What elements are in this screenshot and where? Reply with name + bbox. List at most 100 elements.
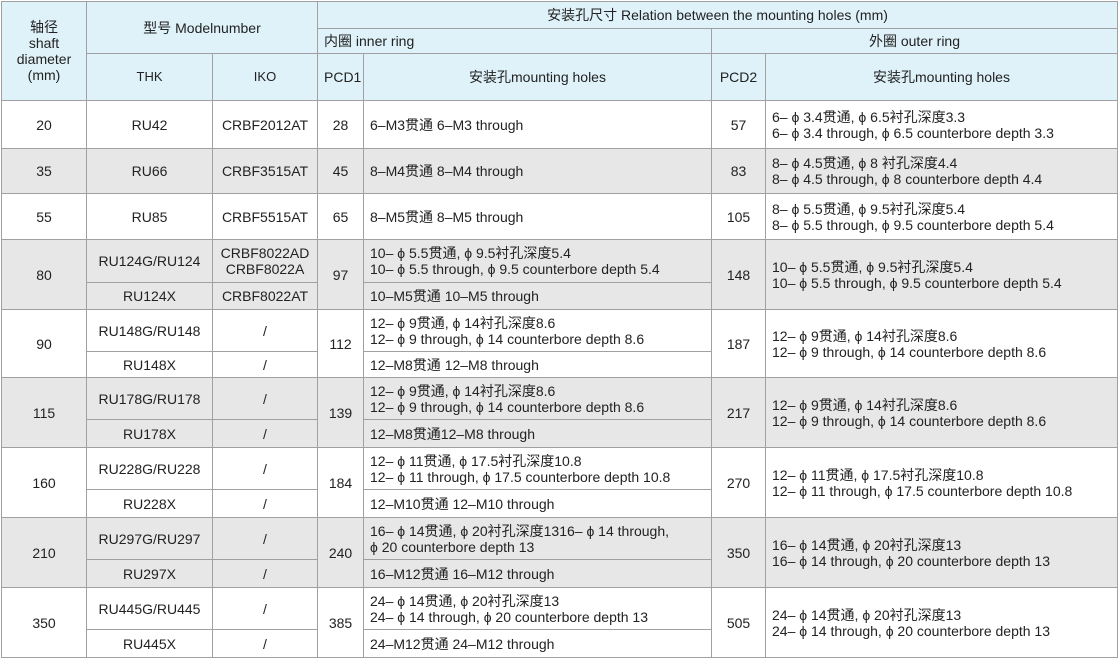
cell-line: 12– ϕ 9贯通, ϕ 14衬孔深度8.6 <box>772 327 958 344</box>
cell-line: / <box>263 530 267 547</box>
header-inner-ring: 内圈 inner ring <box>317 28 712 54</box>
cell-line: 8–M5贯通 8–M5 through <box>370 208 524 225</box>
cell-line: 12–M10贯通 12–M10 through <box>370 495 555 512</box>
iko-model-cell: / <box>212 559 318 588</box>
cell-line: 12– ϕ 9 through, ϕ 14 counterbore depth … <box>370 330 645 347</box>
pcd2-cell: 187 <box>711 309 766 378</box>
pcd1-cell: 184 <box>317 447 364 518</box>
table-row: 90 RU148G/RU148/112 12– ϕ 9贯通, ϕ 14衬孔深度8.6… <box>1 309 1118 378</box>
cell-line: 6–M3贯通 6–M3 through <box>370 116 524 133</box>
thk-model-cell: RU297X <box>86 559 213 588</box>
cell-line: / <box>263 565 267 582</box>
inner-holes-cell: 16– ϕ 14贯通, ϕ 20衬孔深度1316– ϕ 14 through, ϕ… <box>363 517 712 560</box>
cell-line: 16–M12贯通 16–M12 through <box>370 565 555 582</box>
pcd2-cell: 505 <box>711 587 766 658</box>
table-row: RU178X / 12–M8贯通12–M8 through <box>2 419 1118 448</box>
pcd2-cell: 350 <box>711 517 766 588</box>
cell-line: / <box>263 600 267 617</box>
header-thk: THK <box>86 53 213 101</box>
iko-model-cell: CRBF8022AD CRBF8022A <box>212 239 318 283</box>
thk-model-cell: RU124X <box>86 282 213 310</box>
header-text: diameter <box>16 51 72 67</box>
iko-model-cell: / <box>212 517 318 560</box>
iko-model-cell: / <box>212 419 318 448</box>
pcd1-cell: 28 <box>317 100 364 149</box>
cell-line: 8–M4贯通 8–M4 through <box>370 163 524 179</box>
cell-line: / <box>263 495 267 512</box>
table-row: 20 RU42 CRBF2012AT 28 6–M3贯通 6–M3 through 57 6… <box>1 100 1118 149</box>
iko-model-cell: CRBF3515AT <box>212 148 318 194</box>
inner-holes-cell: 12– ϕ 11贯通, ϕ 17.5衬孔深度10.8 12– ϕ 11 throu… <box>363 447 712 490</box>
table-row: RU124X CRBF8022AT 10–M5贯通 10–M5 through <box>2 282 1118 310</box>
cell-line: 24– ϕ 14贯通, ϕ 20衬孔深度13 <box>370 592 560 609</box>
cell-line: 12– ϕ 11贯通, ϕ 17.5衬孔深度10.8 <box>772 466 984 483</box>
pcd1-cell: 385 <box>317 587 364 658</box>
cell-line: 8– ϕ 5.5 through, ϕ 9.5 counterbore dept… <box>772 216 1054 233</box>
table-row: RU228X / 12–M10贯通 12–M10 through <box>2 489 1118 518</box>
cell-line: 12– ϕ 9贯通, ϕ 14衬孔深度8.6 <box>772 396 958 413</box>
outer-holes-cell: 12– ϕ 11贯通, ϕ 17.5衬孔深度10.8 12– ϕ 11 throu… <box>765 447 1118 518</box>
thk-model-cell: RU228G/RU228 <box>86 447 213 490</box>
cell-line: / <box>263 425 267 442</box>
pcd2-cell: 217 <box>711 377 766 448</box>
header-text: 轴径 <box>30 19 58 35</box>
outer-holes-cell: 10– ϕ 5.5贯通, ϕ 9.5衬孔深度5.4 10– ϕ 5.5 throu… <box>765 239 1118 310</box>
shaft-diameter-cell: 160 <box>1 447 87 518</box>
table-row: 80 RU124G/RU124 CRBF8022AD CRBF8022A 97 10– ϕ… <box>1 239 1118 310</box>
inner-holes-cell: 10– ϕ 5.5贯通, ϕ 9.5衬孔深度5.4 10– ϕ 5.5 throu… <box>363 239 712 283</box>
header-iko: IKO <box>212 53 318 101</box>
pcd1-cell: 112 <box>317 309 364 378</box>
table-row: RU445X / 24–M12贯通 24–M12 through <box>2 629 1118 658</box>
cell-line: ϕ 20 counterbore depth 13 <box>370 538 535 555</box>
thk-model-cell: RU42 <box>86 100 213 149</box>
thk-model-cell: RU148G/RU148 <box>86 309 213 352</box>
cell-line: 24– ϕ 14贯通, ϕ 20衬孔深度13 <box>772 606 962 623</box>
inner-holes-cell: 12–M8贯通 12–M8 through <box>363 351 712 378</box>
header-outer-ring: 外圈 outer ring <box>711 28 1118 54</box>
cell-line: 12– ϕ 11 through, ϕ 17.5 counterbore dep… <box>370 468 671 485</box>
outer-holes-cell: 12– ϕ 9贯通, ϕ 14衬孔深度8.6 12– ϕ 9 through, ϕ… <box>765 377 1118 448</box>
outer-holes-cell: 24– ϕ 14贯通, ϕ 20衬孔深度13 24– ϕ 14 through, … <box>765 587 1118 658</box>
thk-model-cell: RU66 <box>86 148 213 194</box>
thk-model-cell: RU228X <box>86 489 213 518</box>
pcd1-cell: 65 <box>317 193 364 240</box>
inner-holes-cell: 24– ϕ 14贯通, ϕ 20衬孔深度13 24– ϕ 14 through, … <box>363 587 712 630</box>
thk-model-cell: RU445X <box>86 629 213 658</box>
inner-holes-cell: 6–M3贯通 6–M3 through <box>363 100 712 149</box>
pcd1-cell: 139 <box>317 377 364 448</box>
pcd2-cell: 83 <box>711 148 766 194</box>
table-row: RU297X / 16–M12贯通 16–M12 through <box>2 559 1118 588</box>
cell-line: 24– ϕ 14 through, ϕ 20 counterbore depth… <box>772 622 1050 639</box>
outer-holes-cell: 6– ϕ 3.4贯通, ϕ 6.5衬孔深度3.3 6– ϕ 3.4 through… <box>765 100 1118 149</box>
cell-line: 10– ϕ 5.5 through, ϕ 9.5 counterbore dep… <box>370 261 660 277</box>
iko-model-cell: / <box>212 351 318 378</box>
iko-model-cell: CRBF5515AT <box>212 193 318 240</box>
cell-line: 10– ϕ 5.5 through, ϕ 9.5 counterbore dep… <box>772 274 1062 291</box>
thk-model-cell: RU124G/RU124 <box>86 239 213 283</box>
cell-line: 12– ϕ 9贯通, ϕ 14衬孔深度8.6 <box>370 382 556 399</box>
cell-line: 12– ϕ 11贯通, ϕ 17.5衬孔深度10.8 <box>370 452 582 469</box>
outer-holes-cell: 8– ϕ 4.5贯通, ϕ 8 衬孔深度4.4 8– ϕ 4.5 through,… <box>765 148 1118 194</box>
inner-holes-cell: 12– ϕ 9贯通, ϕ 14衬孔深度8.6 12– ϕ 9 through, ϕ… <box>363 309 712 352</box>
cell-line: 24–M12贯通 24–M12 through <box>370 635 555 652</box>
cell-line: / <box>263 356 267 373</box>
iko-model-cell: CRBF2012AT <box>212 100 318 149</box>
header-outer-holes: 安装孔mounting holes <box>765 53 1118 101</box>
cell-line: 12– ϕ 9 through, ϕ 14 counterbore depth … <box>772 343 1047 360</box>
pcd1-cell: 240 <box>317 517 364 588</box>
shaft-diameter-cell: 20 <box>1 100 87 149</box>
iko-model-cell: / <box>212 447 318 490</box>
thk-model-cell: RU178G/RU178 <box>86 377 213 420</box>
shaft-diameter-cell: 90 <box>1 309 87 378</box>
cell-line: 12–M8贯通 12–M8 through <box>370 356 539 373</box>
table-body: 20 RU42 CRBF2012AT 28 6–M3贯通 6–M3 through 57 6… <box>1 100 1118 658</box>
iko-model-cell: / <box>212 587 318 630</box>
pcd2-cell: 57 <box>711 100 766 149</box>
cell-line: / <box>263 322 267 339</box>
cell-line: 6– ϕ 3.4贯通, ϕ 6.5衬孔深度3.3 <box>772 108 966 125</box>
table-row: 160 RU228G/RU228/184 12– ϕ 11贯通, ϕ 17.5衬孔深… <box>1 447 1118 518</box>
outer-holes-cell: 12– ϕ 9贯通, ϕ 14衬孔深度8.6 12– ϕ 9 through, ϕ… <box>765 309 1118 378</box>
outer-holes-cell: 8– ϕ 5.5贯通, ϕ 9.5衬孔深度5.4 8– ϕ 5.5 through… <box>765 193 1118 240</box>
pcd2-cell: 148 <box>711 239 766 310</box>
